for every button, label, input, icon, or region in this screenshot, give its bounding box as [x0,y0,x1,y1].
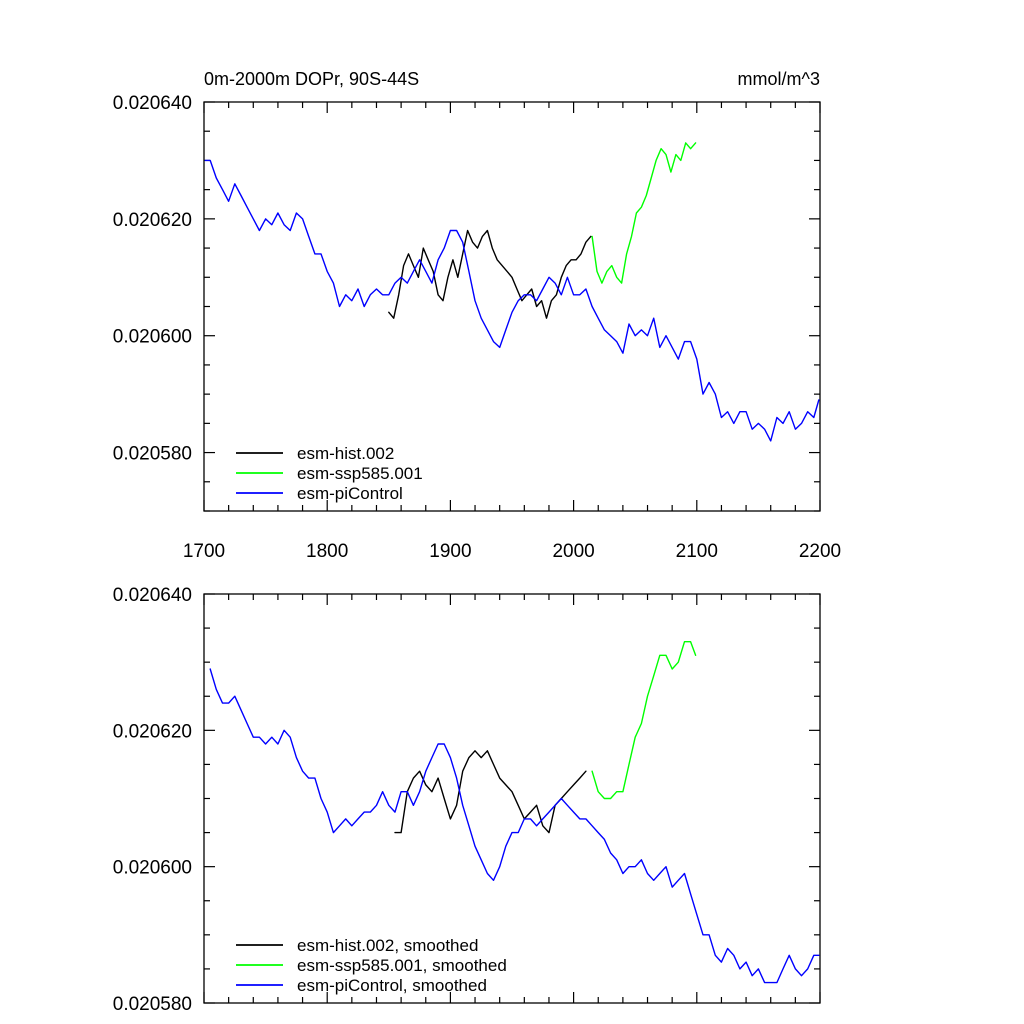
upper-title-right: mmol/m^3 [738,69,820,89]
upper-title-left: 0m-2000m DOPr, 90S-44S [204,69,419,89]
series-lines [209,641,820,984]
legend-label: esm-ssp585.001 [297,464,423,483]
x-tick-label: 2100 [676,541,718,562]
legend-label: esm-piControl, smoothed [297,976,487,995]
legend-label: esm-ssp585.001, smoothed [297,956,507,975]
x-tick-label: 2000 [552,541,594,562]
legend-label: esm-piControl [297,484,403,503]
y-tick-label: 0.020600 [113,858,192,879]
y-tick-label: 0.020640 [113,93,192,114]
series-lines [204,142,820,442]
y-tick-label: 0.020600 [113,327,192,348]
series-line [394,750,587,834]
x-ticks: 1700 1800 1900 2000 2100 2200 [183,102,841,562]
x-tick-label: 2200 [799,541,841,562]
y-tick-label: 0.020640 [113,585,192,606]
y-tick-label: 0.020580 [113,444,192,465]
series-line [591,641,697,800]
upper-panel: 0m-2000m DOPr, 90S-44S mmol/m^3 1700 1800… [113,69,841,562]
y-ticks: 0.020580 0.020600 0.020620 0.020640 [113,585,820,1015]
series-line [209,668,820,984]
y-tick-label: 0.020620 [113,721,192,742]
y-tick-label: 0.020580 [113,994,192,1015]
lower-panel: 0.020580 0.020600 0.020620 0.020640 esm-hist… [113,585,821,1015]
series-line [388,229,592,319]
x-ticks [203,594,821,1003]
y-tick-label: 0.020620 [113,210,192,231]
legend-label: esm-hist.002, smoothed [297,936,478,955]
legend-label: esm-hist.002 [297,444,394,463]
y-ticks: 0.020580 0.020600 0.020620 0.020640 [113,93,820,512]
series-line [591,142,697,284]
x-tick-label: 1900 [429,541,471,562]
series-line [204,159,820,442]
x-tick-label: 1800 [306,541,348,562]
x-tick-label: 1700 [183,541,225,562]
